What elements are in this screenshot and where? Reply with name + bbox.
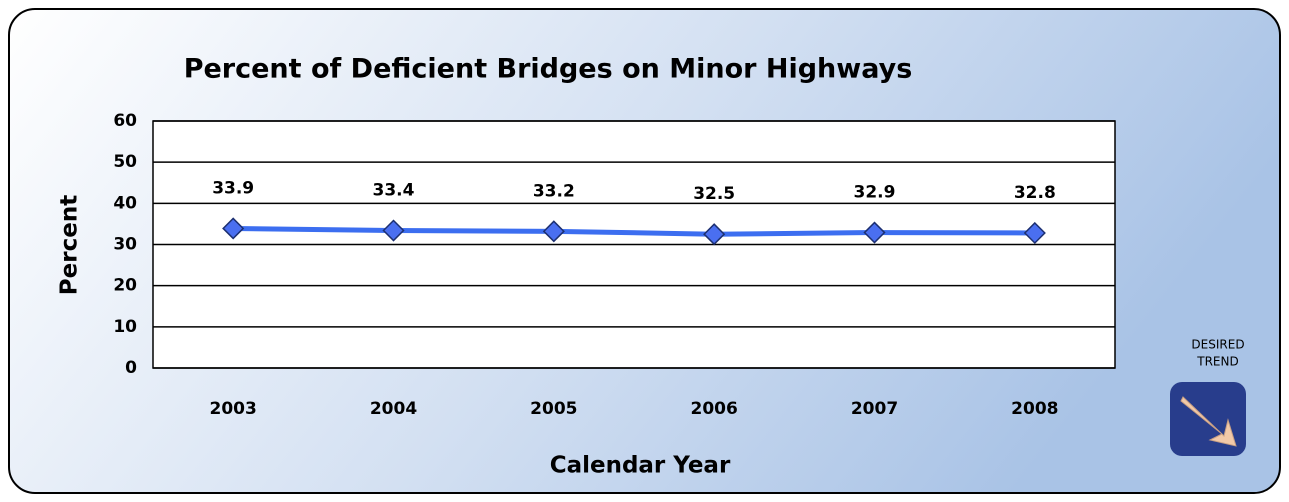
x-tick-label: 2008 — [1011, 399, 1058, 419]
annotation: TREND — [1196, 355, 1238, 369]
y-tick-label: 10 — [113, 317, 137, 337]
x-tick-label: 2004 — [370, 399, 417, 419]
y-tick-label: 30 — [113, 235, 137, 255]
x-tick-label: 2005 — [530, 399, 577, 419]
data-label: 33.2 — [533, 181, 575, 201]
marker — [1023, 221, 1046, 245]
marker — [542, 220, 565, 243]
annotation: DESIRED — [1191, 338, 1244, 352]
data-label: 32.5 — [693, 184, 735, 204]
y-tick-label: 0 — [125, 358, 137, 378]
marker — [863, 221, 886, 244]
x-tick-label: 2007 — [851, 399, 898, 419]
data-label: 32.9 — [854, 183, 896, 203]
data-label: 32.8 — [1014, 183, 1056, 203]
trend-icon — [1170, 382, 1246, 456]
y-tick-label: 20 — [113, 276, 137, 296]
y-tick-label: 50 — [113, 152, 137, 172]
x-axis-label: Calendar Year — [550, 453, 731, 479]
chart-title: Percent of Deficient Bridges on Minor Hi… — [184, 54, 913, 85]
data-label: 33.4 — [373, 181, 415, 201]
x-tick-label: 2006 — [691, 399, 738, 419]
y-tick-label: 40 — [113, 193, 137, 213]
marker — [703, 223, 726, 246]
marker — [222, 217, 245, 240]
x-tick-label: 2003 — [210, 399, 257, 419]
data-label: 33.9 — [212, 178, 254, 198]
y-tick-label: 60 — [113, 111, 137, 131]
y-axis-label: Percent — [57, 195, 83, 295]
marker — [382, 219, 405, 242]
line — [233, 225, 1035, 237]
